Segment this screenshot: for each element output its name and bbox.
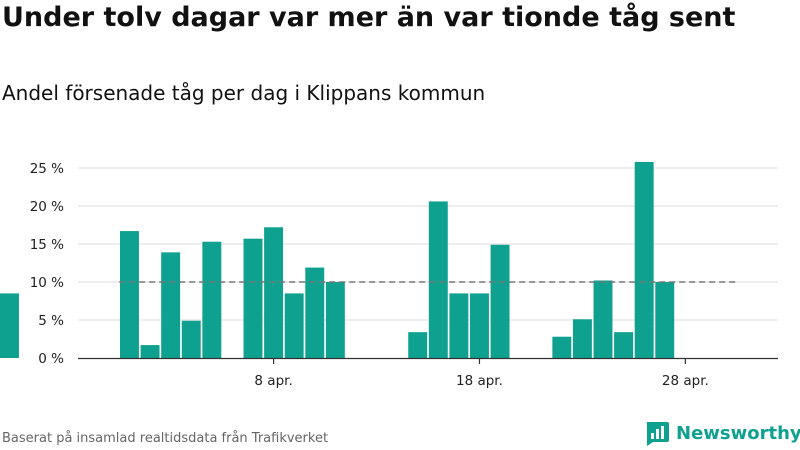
x-axis-labels: 8 apr. 18 apr. 28 apr.	[254, 373, 708, 389]
logo-text: Newsworthy	[676, 422, 800, 444]
source-note: Baserat på insamlad realtidsdata från Tr…	[2, 431, 329, 446]
bar	[428, 201, 448, 358]
bar	[572, 319, 592, 358]
bar	[490, 244, 510, 358]
bar	[634, 161, 654, 358]
chart-title: Under tolv dagar var mer än var tionde t…	[2, 2, 736, 33]
bar-chart: 0 % 5 % 10 % 15 % 20 % 25 % 8 apr. 18 apr. 28 a…	[0, 161, 778, 389]
bar	[243, 238, 263, 358]
bar	[181, 320, 201, 358]
bar	[305, 267, 325, 358]
x-tick-label: 28 apr.	[662, 373, 709, 389]
x-tick-label: 18 apr.	[456, 373, 503, 389]
bar	[552, 336, 572, 358]
y-tick-label: 10 %	[30, 275, 64, 291]
newsworthy-logo: Newsworthy	[644, 419, 800, 447]
bar	[325, 282, 345, 358]
chart-subtitle: Andel försenade tåg per dag i Klippans k…	[2, 81, 486, 105]
bar	[120, 231, 139, 358]
newsworthy-logo-icon	[646, 422, 669, 446]
bar	[264, 227, 284, 358]
bar	[284, 293, 304, 358]
y-tick-label: 15 %	[30, 237, 64, 253]
bar	[470, 293, 489, 358]
bar	[140, 345, 160, 358]
bar	[593, 280, 613, 358]
y-tick-label: 0 %	[38, 351, 64, 367]
bars	[0, 161, 675, 358]
bar	[161, 252, 181, 358]
bar	[655, 282, 675, 358]
x-axis	[78, 357, 778, 364]
x-tick-label: 8 apr.	[254, 373, 292, 389]
bar	[449, 293, 469, 358]
y-tick-label: 20 %	[30, 199, 64, 215]
bar	[202, 241, 222, 358]
bar	[0, 293, 19, 358]
bar	[614, 332, 634, 358]
y-tick-label: 25 %	[30, 161, 64, 177]
y-axis-labels: 0 % 5 % 10 % 15 % 20 % 25 %	[30, 161, 64, 367]
y-tick-label: 5 %	[38, 313, 64, 329]
bar	[408, 332, 428, 358]
